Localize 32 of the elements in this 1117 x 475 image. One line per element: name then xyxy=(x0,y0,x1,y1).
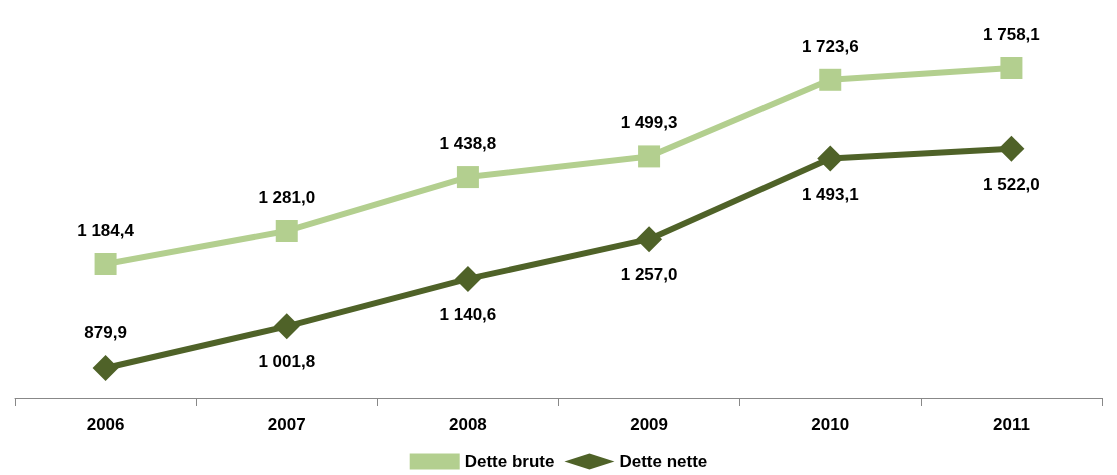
x-tick-label: 2008 xyxy=(449,415,487,434)
data-label: 1 140,6 xyxy=(439,304,497,324)
x-tick-label: 2010 xyxy=(811,415,850,434)
data-label: 1 499,3 xyxy=(620,113,678,133)
point xyxy=(273,313,300,340)
point xyxy=(636,226,663,253)
point xyxy=(817,145,844,172)
x-tick-label: 2011 xyxy=(992,415,1030,434)
data-label: 879,9 xyxy=(84,323,127,342)
data-label: 1 758,1 xyxy=(983,25,1040,44)
data-label: 1 001,8 xyxy=(258,352,316,372)
data-label: 1 522,0 xyxy=(983,174,1040,194)
point xyxy=(454,265,481,292)
point xyxy=(998,135,1025,162)
legend-label: Dette brute xyxy=(464,452,555,471)
data-label: 1 257,0 xyxy=(620,265,678,285)
point xyxy=(819,68,842,91)
x-tick-label: 2007 xyxy=(267,415,306,434)
legend-label: Dette nette xyxy=(619,452,708,471)
point xyxy=(92,355,119,381)
x-tick-label: 2006 xyxy=(86,415,125,434)
x-tick-label: 2009 xyxy=(630,415,668,434)
data-label: 1 493,1 xyxy=(801,184,859,204)
data-label: 1 438,8 xyxy=(439,134,497,154)
data-label: 1 723,6 xyxy=(801,36,859,56)
point xyxy=(1000,57,1023,79)
point xyxy=(94,252,117,275)
point xyxy=(275,219,298,242)
point xyxy=(638,145,661,168)
point xyxy=(456,166,479,189)
data-label: 1 281,0 xyxy=(258,187,316,207)
data-label: 1 184,4 xyxy=(77,220,135,240)
